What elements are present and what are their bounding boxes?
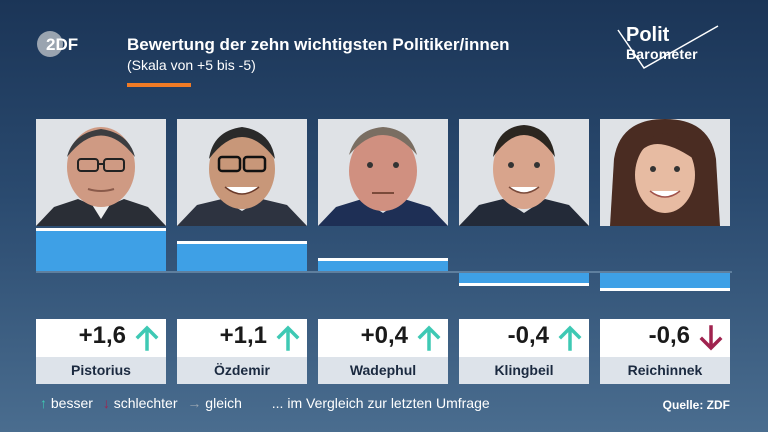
legend-down-icon: ↓ xyxy=(102,395,110,411)
legend-up-label: besser xyxy=(50,395,93,411)
bar-wadephul xyxy=(318,258,448,271)
source-label: Quelle: ZDF xyxy=(662,398,730,412)
trend-up-icon xyxy=(135,325,159,351)
portrait-pistorius xyxy=(36,119,166,226)
portrait-wadephul xyxy=(318,119,448,226)
card-klingbeil: -0,4 Klingbeil xyxy=(459,319,589,384)
card-reichinnek: -0,6 Reichinnek xyxy=(600,319,730,384)
value-label: +1,6 xyxy=(78,322,126,349)
politbarometer-logo: Polit Barometer xyxy=(610,22,720,72)
value-label: +0,4 xyxy=(360,322,408,349)
barometer-logo-word: Barometer xyxy=(626,46,698,62)
value-label: -0,6 xyxy=(648,322,690,349)
chart-title: Bewertung der zehn wichtigsten Politiker… xyxy=(127,35,510,54)
legend-up-icon: ↑ xyxy=(40,395,47,411)
name-label: Pistorius xyxy=(36,357,166,384)
zero-baseline xyxy=(36,271,732,273)
zdf-logo: 2DF xyxy=(36,30,88,58)
bar-reichinnek xyxy=(600,273,730,291)
bar-pistorius xyxy=(36,228,166,271)
legend: ↑ besser ↓ schlechter → gleich ... im Ve… xyxy=(40,395,490,411)
trend-up-icon xyxy=(417,325,441,351)
accent-line xyxy=(127,83,191,87)
card-oezdemir: +1,1 Özdemir xyxy=(177,319,307,384)
value-label: -0,4 xyxy=(507,322,549,349)
bar-klingbeil xyxy=(459,273,589,286)
value-label: +1,1 xyxy=(219,322,267,349)
card-pistorius: +1,6 Pistorius xyxy=(36,319,166,384)
legend-note: ... im Vergleich zur letzten Umfrage xyxy=(271,395,490,411)
portrait-oezdemir xyxy=(177,119,307,226)
card-wadephul: +0,4 Wadephul xyxy=(318,319,448,384)
legend-same-label: gleich xyxy=(205,395,242,411)
portrait-klingbeil xyxy=(459,119,589,226)
portrait-reichinnek xyxy=(600,119,730,226)
name-label: Reichinnek xyxy=(600,357,730,384)
trend-up-icon xyxy=(276,325,300,351)
polit-logo-word: Polit xyxy=(626,24,670,46)
name-label: Özdemir xyxy=(177,357,307,384)
legend-same-icon: → xyxy=(187,395,202,411)
chart-subtitle: (Skala von +5 bis -5) xyxy=(127,57,256,73)
name-label: Klingbeil xyxy=(459,357,589,384)
svg-text:2DF: 2DF xyxy=(46,35,78,54)
bar-özdemir xyxy=(177,240,307,271)
trend-down-icon xyxy=(699,325,723,351)
name-label: Wadephul xyxy=(318,357,448,384)
legend-down-label: schlechter xyxy=(113,395,178,411)
trend-up-icon xyxy=(558,325,582,351)
